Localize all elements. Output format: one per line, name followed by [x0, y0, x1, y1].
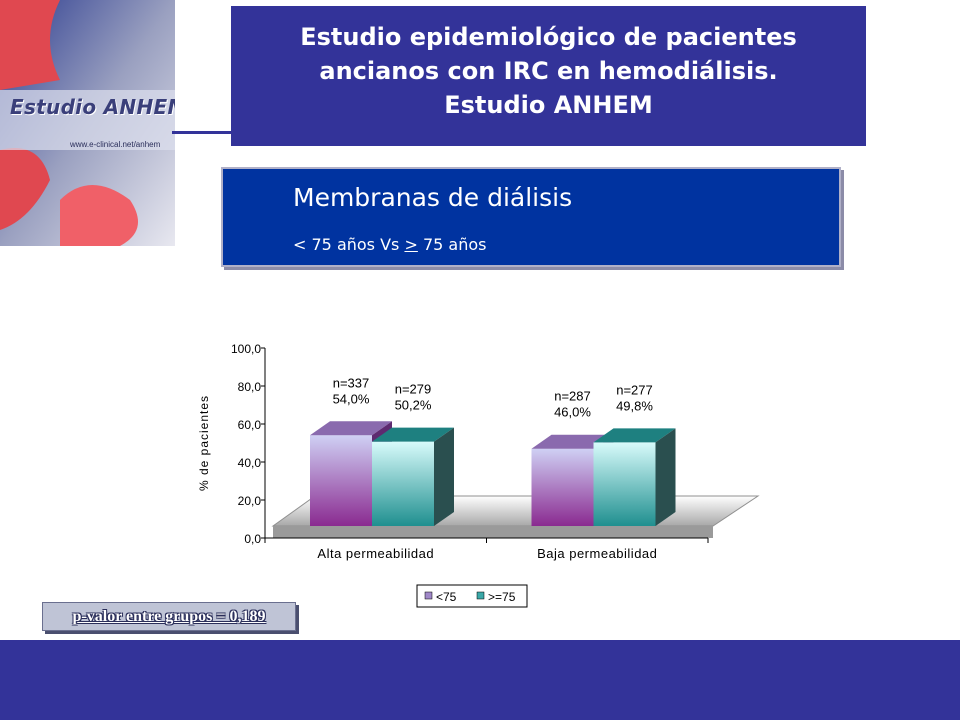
bar-ge75 — [593, 442, 656, 526]
y-tick-label: 80,0 — [238, 380, 262, 394]
data-label: 50,2% — [395, 398, 432, 413]
chart-svg: 0,0 20,0 40,0 60,0 80,0 100,0 % de pacientes Al… — [197, 342, 760, 608]
x-category-label: Baja permeabilidad — [537, 546, 657, 561]
y-tick-label: 100,0 — [231, 342, 261, 356]
bar-top-face — [372, 427, 454, 442]
chart-floor-front — [273, 526, 713, 538]
y-tick-label: 60,0 — [238, 418, 262, 432]
bar-side-face — [655, 428, 676, 526]
header: Estudio epidemiológico de pacientes anci… — [231, 6, 866, 146]
accent-line — [172, 131, 232, 134]
subtitle-sub-underlined: > — [404, 235, 418, 254]
pvalue-box: p-valor entre grupos = 0,189 — [42, 602, 296, 631]
footer-band — [0, 640, 960, 720]
y-tick-label: 20,0 — [238, 494, 262, 508]
subtitle-sub: < 75 años Vs > 75 años — [293, 235, 486, 254]
data-label: n=337 — [333, 375, 370, 390]
data-label: 46,0% — [554, 405, 591, 420]
data-label: n=287 — [554, 389, 591, 404]
logo-title: Estudio ANHEM — [10, 95, 175, 119]
y-tick-label: 0,0 — [244, 532, 261, 546]
legend-label: <75 — [436, 590, 457, 604]
bar-ge75 — [372, 441, 434, 526]
legend-box — [416, 584, 528, 608]
legend-swatch — [476, 591, 485, 600]
subtitle-box: Membranas de diálisis < 75 años Vs > 75 … — [221, 167, 841, 267]
bar-lt75 — [531, 448, 594, 526]
bar-lt75 — [310, 435, 372, 526]
bar-top-face — [310, 421, 392, 436]
header-line-1: Estudio epidemiológico de pacientes — [300, 23, 797, 51]
subtitle-sub-prefix: < 75 años Vs — [293, 235, 405, 254]
header-line-3: Estudio ANHEM — [444, 91, 653, 119]
legend-label: >=75 — [488, 590, 516, 604]
legend-swatch — [424, 591, 433, 600]
x-category-label: Alta permeabilidad — [317, 546, 434, 561]
data-label: 49,8% — [616, 398, 653, 413]
bar-side-face — [434, 427, 454, 526]
subtitle-main: Membranas de diálisis — [293, 183, 573, 212]
data-label: 54,0% — [333, 391, 370, 406]
logo-graphic — [0, 0, 175, 246]
data-label: n=279 — [395, 382, 432, 397]
logo-url: www.e-clinical.net/anhem — [70, 140, 161, 149]
chart: 0,0 20,0 40,0 60,0 80,0 100,0 % de pacientes Al… — [180, 330, 780, 620]
bar-top-face — [531, 434, 614, 449]
header-line-2: ancianos con IRC en hemodiálisis. — [319, 57, 778, 85]
y-axis-label: % de pacientes — [197, 395, 211, 491]
data-label: n=277 — [616, 382, 653, 397]
logo: Estudio ANHEM www.e-clinical.net/anhem — [0, 0, 175, 246]
subtitle-sub-suffix: 75 años — [417, 235, 487, 254]
y-tick-label: 40,0 — [238, 456, 262, 470]
bar-top-face — [593, 428, 676, 443]
